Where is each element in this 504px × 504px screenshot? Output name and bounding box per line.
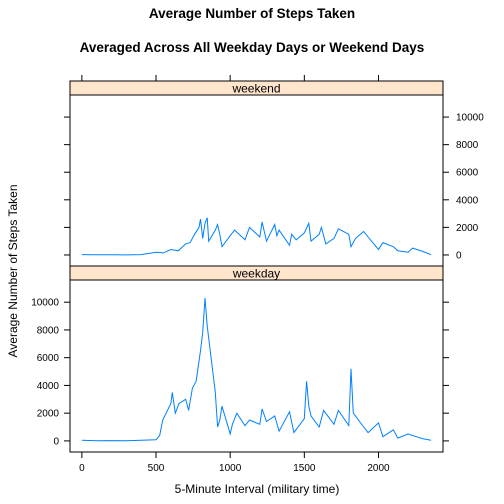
x-axis-label: 5-Minute Interval (military time) — [175, 482, 340, 496]
y-tick-label-weekend: 8000 — [456, 140, 479, 151]
chart-title: Average Number of Steps Taken — [149, 6, 355, 21]
y-tick-label-weekend: 6000 — [456, 168, 479, 179]
x-tick-label: 500 — [148, 463, 165, 474]
x-tick-label: 1000 — [219, 463, 242, 474]
panels: weekend0200040006000800010000weekday0200… — [31, 75, 484, 474]
y-tick-label-weekend: 4000 — [456, 195, 479, 206]
series-line-weekend — [81, 217, 432, 256]
y-tick-label-weekday: 0 — [53, 436, 59, 447]
y-tick-label-weekday: 6000 — [37, 353, 60, 364]
panel-frame-weekend — [69, 94, 444, 267]
strip-label-weekend: weekend — [231, 82, 280, 96]
y-tick-label-weekday: 8000 — [37, 325, 60, 336]
y-axis-label: Average Number of Steps Taken — [6, 185, 20, 358]
y-tick-label-weekend: 10000 — [456, 113, 484, 124]
chart-subtitle: Averaged Across All Weekday Days or Week… — [80, 40, 425, 55]
x-tick-label: 2000 — [367, 463, 390, 474]
y-tick-label-weekday: 4000 — [37, 381, 60, 392]
strip-label-weekday: weekday — [232, 267, 280, 281]
series-line-weekday — [81, 297, 432, 442]
panel-frame-weekday — [69, 279, 444, 453]
x-tick-label: 0 — [79, 463, 85, 474]
x-tick-label: 1500 — [293, 463, 316, 474]
panel-weekend: weekend 0 2000 4000 6000 8000 10000 — [64, 75, 484, 267]
panel-weekday: weekday 0 2000 4000 6000 8000 10000 0 500 1000 150… — [31, 265, 449, 474]
y-tick-label-weekday: 10000 — [31, 298, 59, 309]
y-tick-label-weekday: 2000 — [37, 409, 60, 420]
y-tick-label-weekend: 0 — [456, 250, 462, 261]
y-tick-label-weekend: 2000 — [456, 223, 479, 234]
